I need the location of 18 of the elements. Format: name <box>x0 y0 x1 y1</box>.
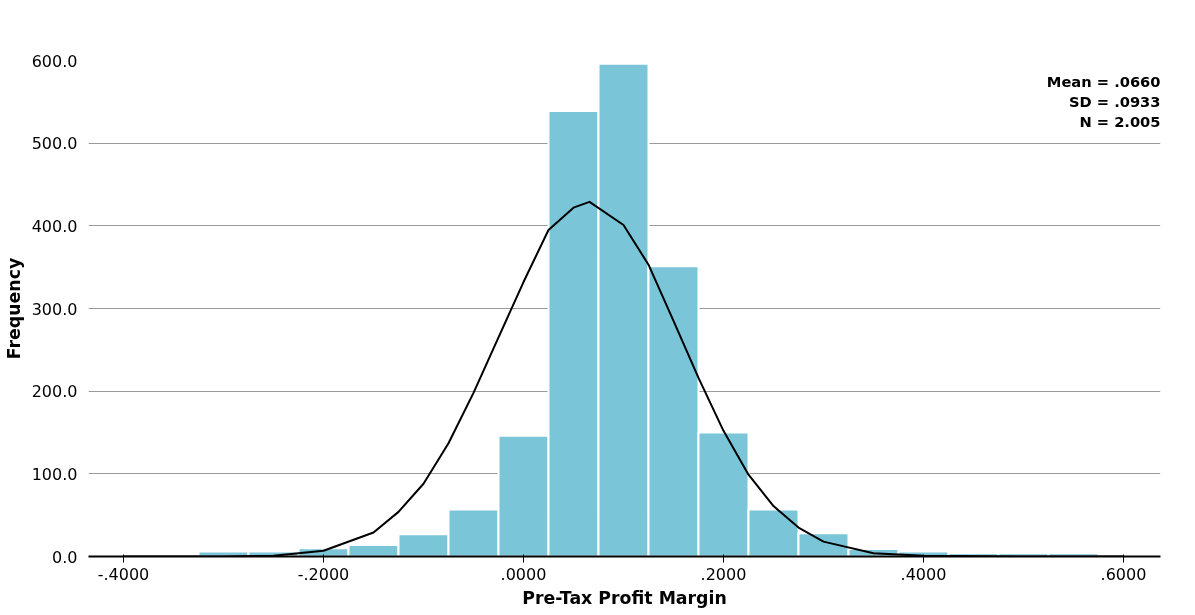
y-tick-label: 200.0 <box>31 382 78 402</box>
x-tick-label: .0000 <box>500 564 547 584</box>
y-tick-label: 600.0 <box>31 51 78 71</box>
x-tick-label: .4000 <box>900 564 947 584</box>
annotation: SD = .0933 <box>1068 92 1161 110</box>
annotation: Mean = .0660 <box>1046 72 1161 90</box>
y-tick-label: 0.0 <box>52 547 78 567</box>
x-tick-label: .6000 <box>1100 564 1147 584</box>
y-tick-label: 300.0 <box>31 299 78 319</box>
x-tick-label: -.2000 <box>297 564 350 584</box>
x-axis-title: Pre-Tax Profit Margin <box>522 587 727 608</box>
annotation: N = 2.005 <box>1079 112 1161 130</box>
x-tick-label: .2000 <box>700 564 747 584</box>
y-axis-title: Frequency <box>3 257 24 360</box>
y-tick-label: 100.0 <box>31 464 78 484</box>
y-tick-label: 400.0 <box>31 216 78 236</box>
y-tick-label: 500.0 <box>31 134 78 154</box>
x-tick-label: -.4000 <box>97 564 150 584</box>
